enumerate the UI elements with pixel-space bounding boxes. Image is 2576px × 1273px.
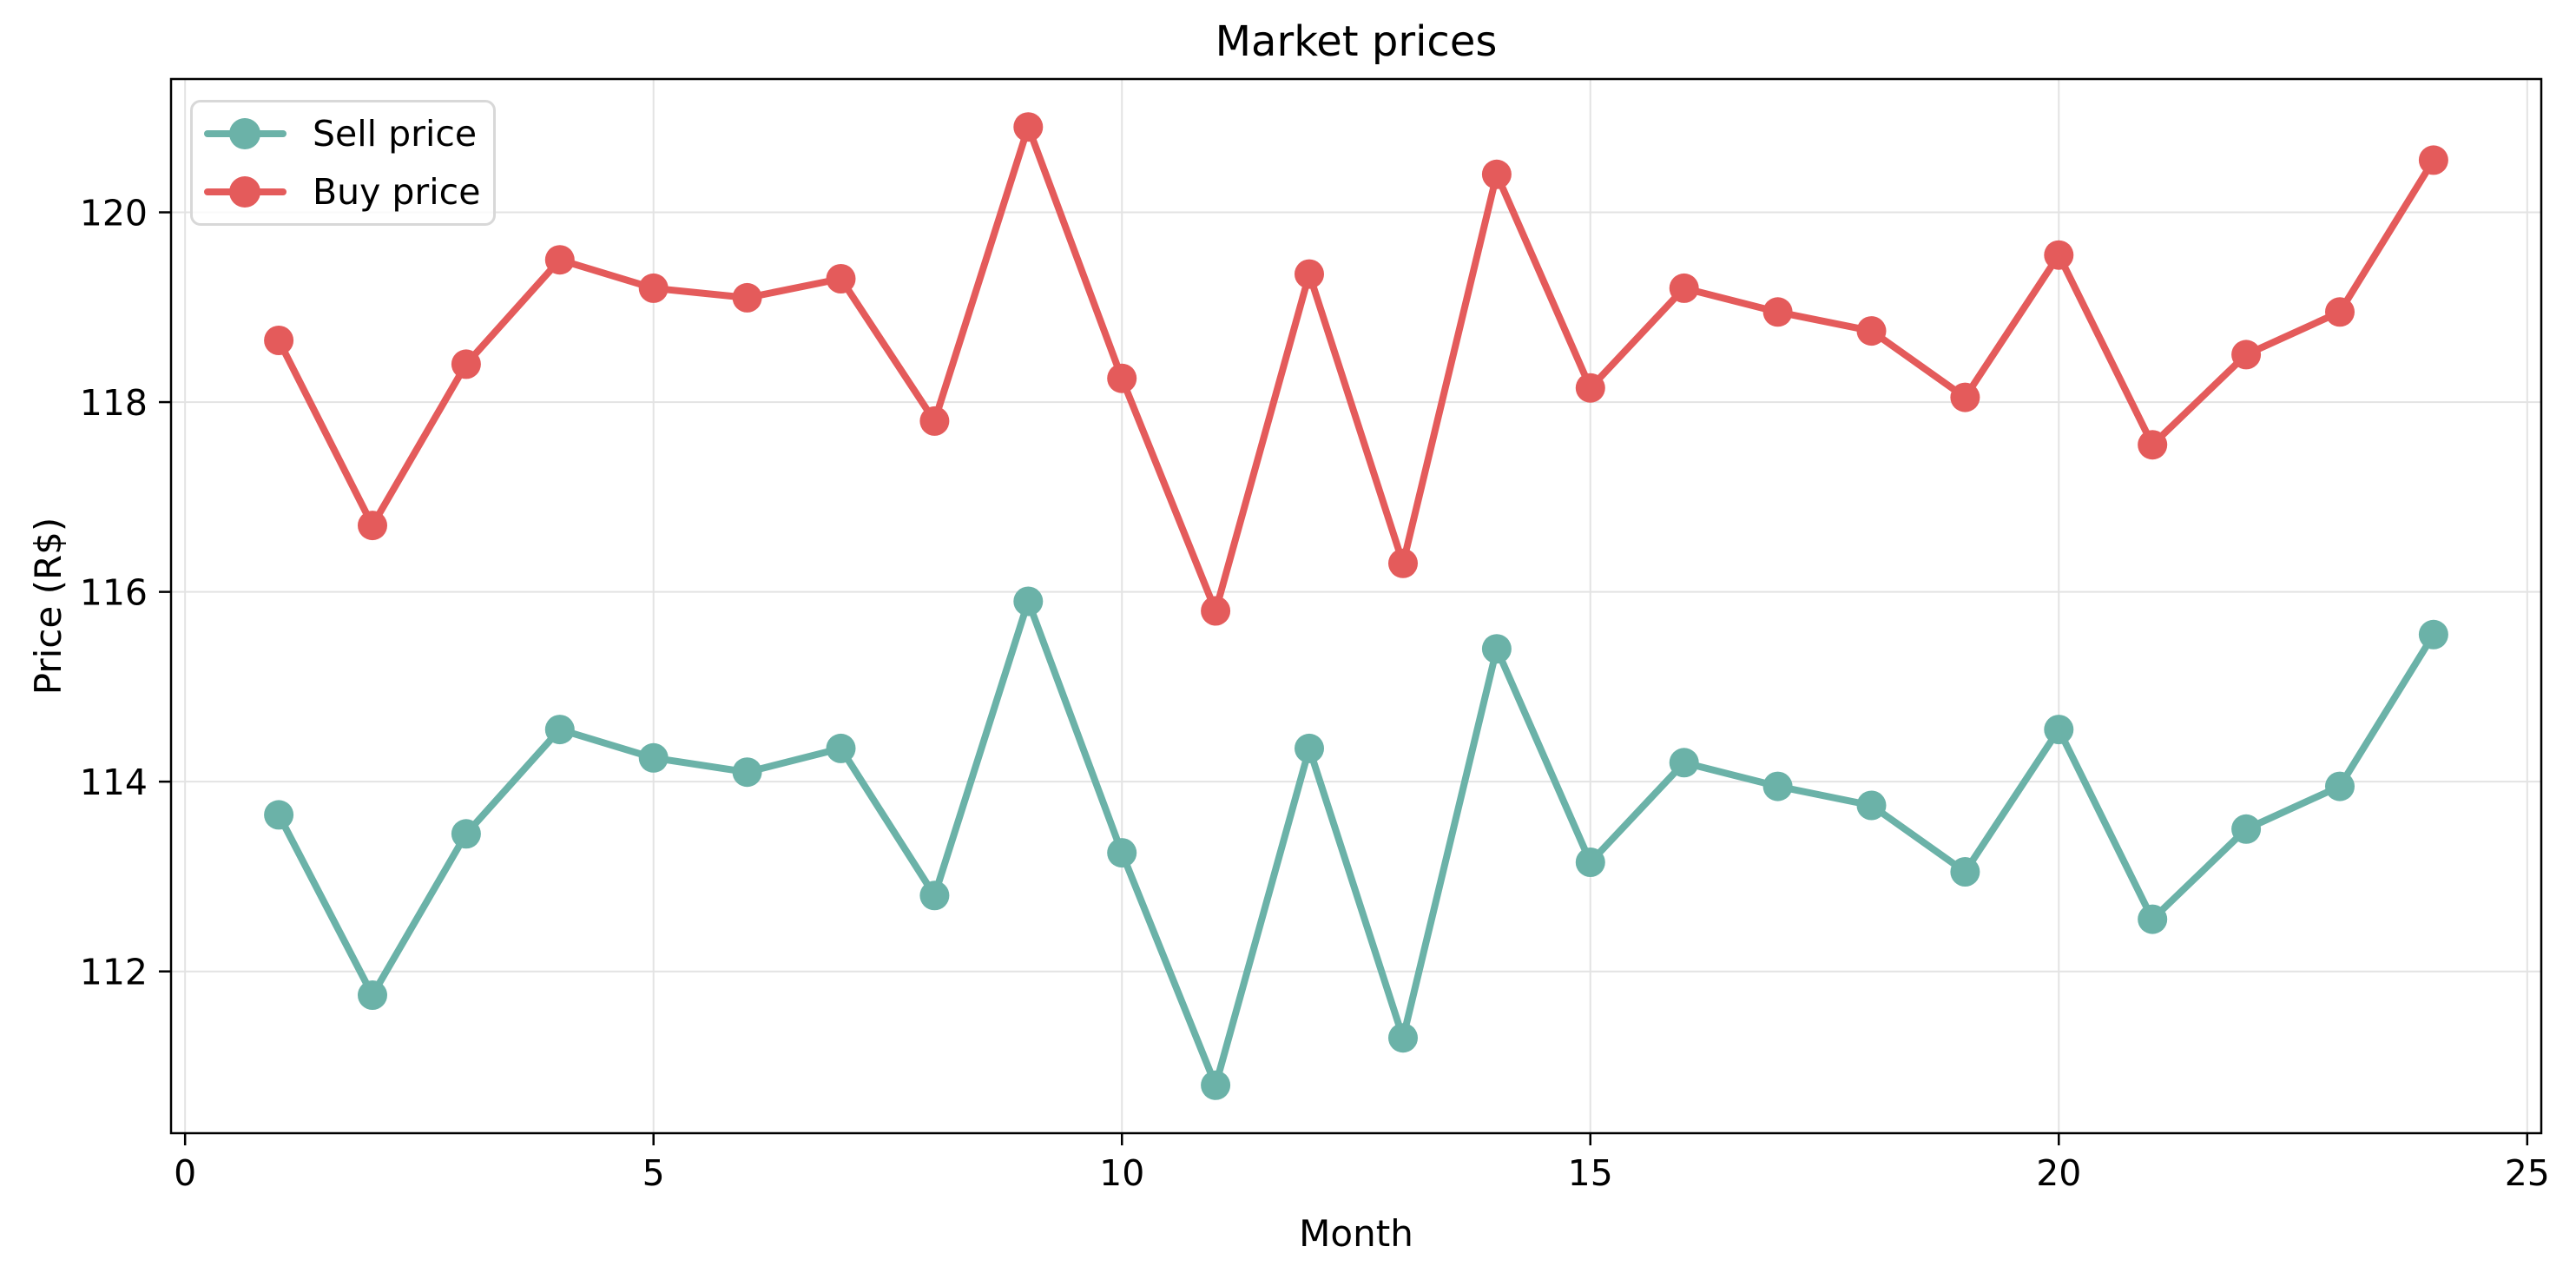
data-point-series-0 — [1481, 634, 1512, 664]
data-point-series-1 — [2231, 340, 2262, 370]
legend-label-buy: Buy price — [313, 170, 481, 213]
x-tick-label: 10 — [1099, 1152, 1144, 1194]
data-point-series-1 — [1107, 363, 1137, 393]
data-point-series-0 — [264, 800, 294, 830]
data-point-series-0 — [1388, 1023, 1418, 1053]
data-point-series-0 — [1295, 733, 1324, 763]
data-point-series-1 — [544, 245, 575, 275]
data-point-series-1 — [358, 511, 387, 541]
legend: Sell price Buy price — [190, 100, 496, 226]
legend-line-marker-sample — [204, 175, 287, 209]
legend-label-sell: Sell price — [313, 112, 478, 155]
data-point-series-0 — [2325, 771, 2355, 801]
data-point-series-0 — [1856, 790, 1887, 821]
chart-title: Market prices — [1215, 17, 1498, 66]
data-point-series-1 — [1856, 316, 1887, 346]
data-point-series-0 — [358, 980, 387, 1010]
data-point-series-1 — [2138, 430, 2168, 460]
x-tick-label: 0 — [174, 1152, 196, 1194]
data-point-series-0 — [919, 881, 950, 911]
data-point-series-1 — [638, 273, 669, 303]
legend-dot-buy — [229, 176, 260, 208]
data-point-series-1 — [919, 406, 950, 436]
legend-line-marker-sample — [204, 116, 287, 151]
x-tick-label: 5 — [642, 1152, 665, 1194]
y-tick-label: 114 — [80, 762, 148, 803]
data-point-series-1 — [1481, 159, 1512, 189]
x-tick-label: 25 — [2505, 1152, 2550, 1194]
data-point-series-1 — [1669, 273, 1699, 303]
data-point-series-0 — [2138, 904, 2168, 934]
data-point-series-0 — [1762, 771, 1793, 801]
data-point-series-1 — [264, 326, 294, 355]
data-point-series-1 — [451, 349, 481, 379]
legend-dot-sell — [229, 118, 260, 149]
data-point-series-0 — [1107, 838, 1137, 868]
data-point-series-1 — [1388, 548, 1418, 578]
data-point-series-1 — [732, 282, 762, 313]
series-line-0 — [275, 597, 2437, 1089]
y-tick-label: 118 — [80, 382, 148, 424]
data-point-series-1 — [1950, 382, 1980, 412]
data-point-series-1 — [1013, 112, 1044, 142]
data-point-series-0 — [1950, 857, 1980, 887]
data-point-series-1 — [1201, 596, 1231, 626]
data-point-series-1 — [1575, 373, 1605, 403]
data-point-series-1 — [1295, 259, 1324, 289]
series-line-1 — [275, 123, 2437, 615]
data-point-series-0 — [1201, 1070, 1231, 1100]
y-tick-label: 120 — [80, 193, 148, 234]
data-point-series-0 — [1575, 848, 1605, 877]
x-tick-label: 20 — [2036, 1152, 2081, 1194]
data-point-series-0 — [1013, 586, 1044, 617]
data-point-series-0 — [638, 742, 669, 773]
x-axis-label: Month — [1299, 1212, 1413, 1255]
data-point-series-1 — [2325, 297, 2355, 327]
data-point-series-1 — [2044, 240, 2074, 270]
plot-border — [169, 77, 2543, 1135]
y-tick-label: 112 — [80, 952, 148, 993]
legend-item-sell-price: Sell price — [204, 107, 493, 161]
data-point-series-0 — [2231, 814, 2262, 844]
data-point-series-1 — [826, 264, 856, 294]
y-tick-label: 116 — [80, 572, 148, 614]
data-point-series-0 — [2418, 619, 2448, 650]
data-point-series-1 — [1762, 297, 1793, 327]
data-point-series-0 — [451, 819, 481, 849]
data-point-series-0 — [1669, 748, 1699, 778]
legend-item-buy-price: Buy price — [204, 165, 493, 219]
y-axis-label: Price (R$) — [26, 517, 69, 696]
data-point-series-1 — [2418, 145, 2448, 175]
data-point-series-0 — [732, 757, 762, 788]
data-point-series-0 — [2044, 715, 2074, 745]
data-point-series-0 — [544, 715, 575, 745]
x-tick-label: 15 — [1568, 1152, 1613, 1194]
data-point-series-0 — [826, 733, 856, 763]
